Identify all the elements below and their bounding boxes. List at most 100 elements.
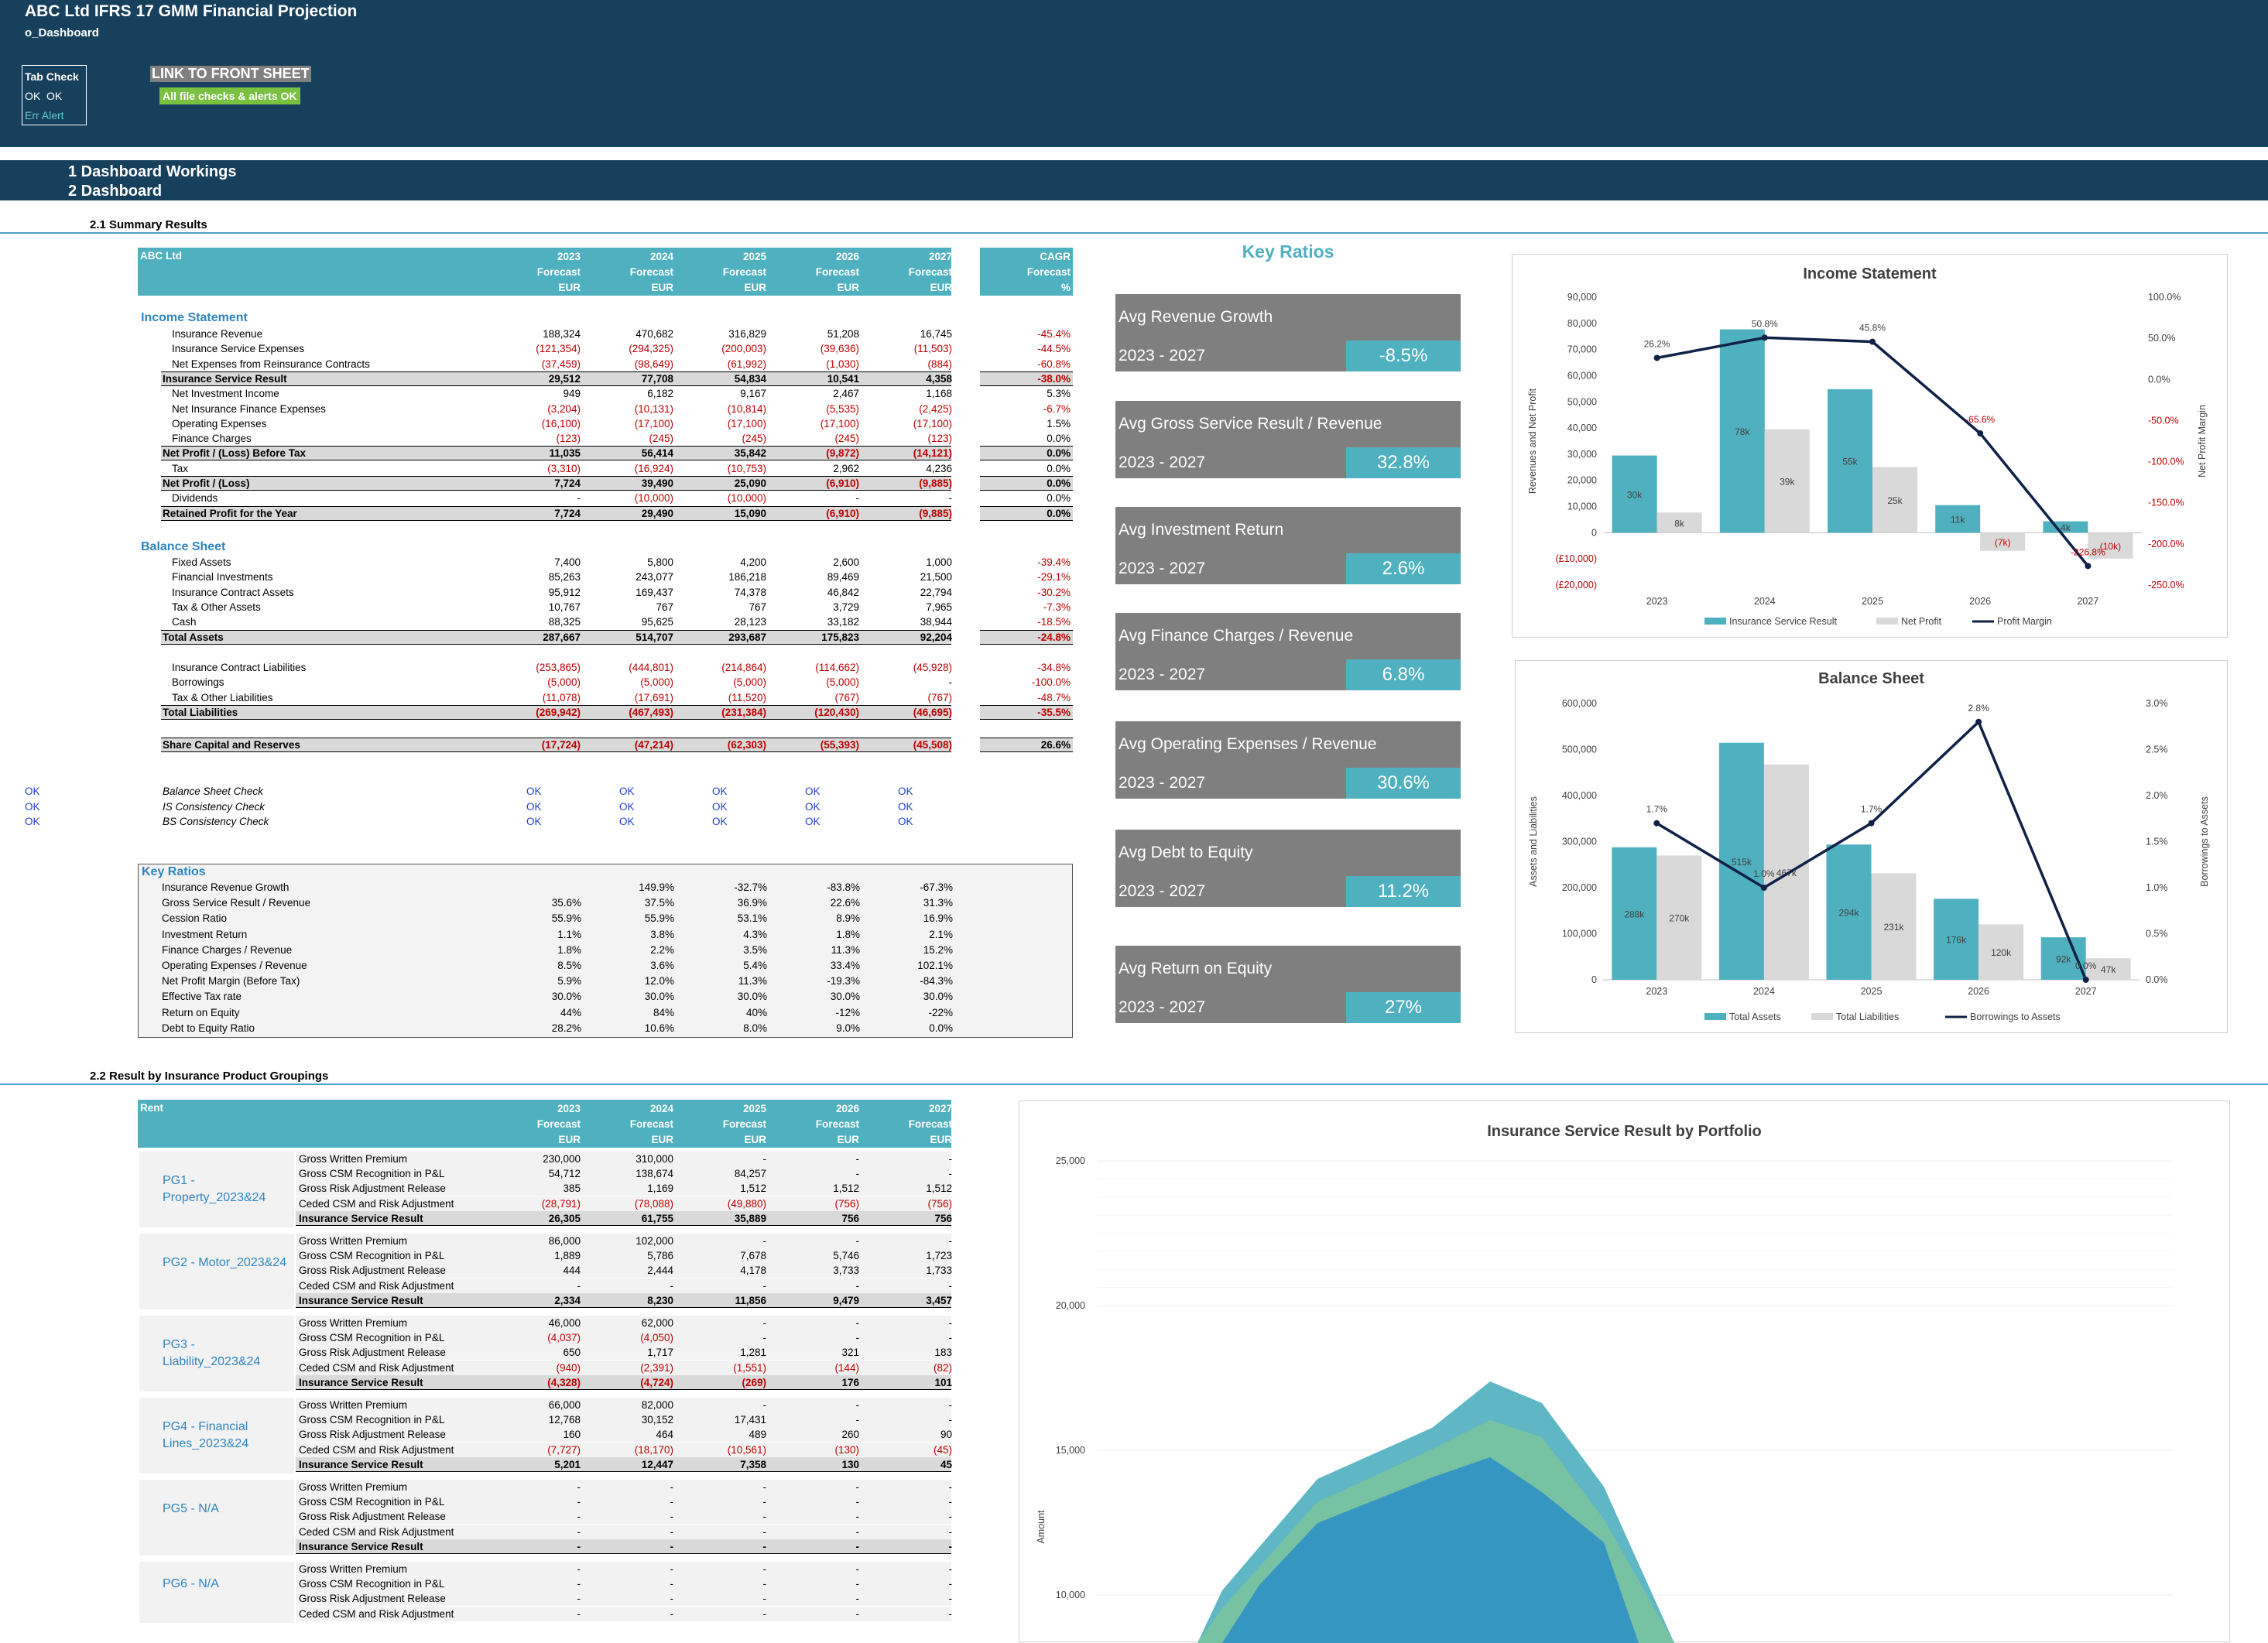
pg-row-value: (130) [834,1443,859,1456]
card-period: 2023 - 2027 [1119,666,1206,683]
check-side-status: OK [25,786,40,797]
card-title: Avg Gross Service Result / Revenue [1119,415,1382,433]
row-label: Tax [172,462,189,474]
pg-row-bg [296,1316,951,1330]
pg-row-value: - [855,1399,860,1411]
year-header: 2027 [928,1103,952,1114]
pg-row-value: - [577,1279,581,1292]
pg-row-value: 160 [563,1429,581,1441]
pg-row-value: (4,037) [547,1332,581,1344]
pg-row-label: Ceded CSM and Risk Adjustment [299,1443,454,1456]
pg-row-value: - [762,1235,767,1247]
bs-row: Tax & Other Assets 10,767 767 767 3,729 7,965… [0,600,1084,614]
row-value: 7,724 [554,477,581,489]
row-value: (46,695) [913,706,952,718]
row-value: (123) [927,433,952,445]
card-period: 2023 - 2027 [1119,774,1206,792]
pg-row-value: 8,230 [647,1294,673,1306]
pg-row-value: - [762,1540,767,1552]
year-header: 2025 [742,1103,766,1114]
x-tick-label: 2024 [1753,986,1775,997]
ratio-value: 30.0% [923,991,953,1003]
row-value: 767 [656,601,673,613]
pg-row-value: - [670,1481,674,1493]
row-value: (17,691) [634,691,673,703]
pg-row-value: 86,000 [548,1235,581,1247]
pg-row-value: - [855,1168,860,1180]
row-value: (214,864) [721,662,766,673]
forecast-header: Forecast [1026,266,1071,278]
pg-row-value: - [670,1525,674,1538]
pg-row: Ceded CSM and Risk Adjustment (28,791) (78… [0,1196,960,1211]
y2-tick-label: 0.0% [2148,374,2170,385]
pg-row-value: - [855,1563,860,1575]
pg-name: PG4 - Financial Lines_2023&24 [163,1420,249,1450]
bar-data-label: 4k [2061,522,2071,533]
pg-row-bg [296,1494,951,1510]
row-value: (10,000) [634,492,673,505]
pg-row-label: Gross Written Premium [299,1563,408,1575]
year-header: 2026 [835,1103,859,1114]
pg-row-value: 7,358 [740,1458,766,1470]
portfolio-area-chart[interactable]: Insurance Service Result by Portfolio 25… [1019,1100,2230,1643]
y-axis-title: Amount [1036,1510,1047,1544]
row-value: (61,992) [727,358,766,370]
check-row: OK BS Consistency Check OK OK OK OK OK [0,814,1006,829]
row-value: (3,310) [547,462,581,474]
line-point [1760,885,1767,891]
legend-swatch [1876,618,1898,625]
check-side-status: OK [25,816,40,827]
row-label: Tax & Other Assets [172,601,261,613]
link-to-front-sheet[interactable]: LINK TO FRONT SHEET [150,66,311,82]
pg-row-value: - [948,1235,953,1247]
pg-row: Gross Written Premium - - - - - [0,1480,960,1494]
pg-row-label: Ceded CSM and Risk Adjustment [299,1197,454,1210]
pg-row: Gross CSM Recognition in P&L 54,712 138,67… [0,1166,960,1181]
income-statement-chart[interactable]: Income Statement 90,000 80,000 70,000 60,00… [1512,254,2228,638]
chart-title: Balance Sheet [1818,670,1924,687]
balance-sheet-chart[interactable]: Balance Sheet 600,000 500,000 400,000 300,0… [1515,660,2228,1033]
pg-row-label: Gross Risk Adjustment Release [299,1429,446,1441]
section-dashboard[interactable]: 2 Dashboard [68,183,163,200]
line-point [1761,334,1768,341]
year-header: 2026 [835,251,859,262]
row-value: 54,834 [734,372,766,385]
card-value: 11.2% [1346,876,1461,907]
pg-row-value: 101 [934,1376,952,1388]
ratio-value: 28.2% [551,1022,581,1034]
ratio-label: Return on Equity [162,1006,240,1018]
bar-data-label: 270k [1669,913,1690,924]
row-value: (55,393) [820,739,859,751]
row-value: (245) [649,433,673,445]
row-value: (1,030) [826,358,859,370]
pg-name: PG2 - Motor_2023&24 [163,1256,287,1269]
pg-row-value: - [762,1593,767,1605]
row-value: (9,885) [919,477,952,489]
y2-tick-label: 1.5% [2146,837,2168,847]
row-value: 514,707 [636,631,673,643]
ratio-label: Finance Charges / Revenue [162,943,293,956]
pg-row-value: (49,880) [727,1197,766,1210]
forecast-header: Forecast [629,266,673,278]
pg-row-value: - [948,1481,953,1493]
row-cagr: 5.3% [1047,388,1071,400]
forecast-header: Forecast [536,266,581,278]
row-value: 9,167 [740,388,766,400]
ratio-value: 3.8% [650,928,674,940]
pg-row-value: 9,479 [833,1294,859,1306]
tab-check-status: OK OK [25,87,84,107]
pg-row-label: Ceded CSM and Risk Adjustment [299,1361,454,1374]
pg-row-value: 11,856 [735,1294,766,1306]
row-cagr: 1.5% [1047,417,1071,430]
bar [1826,844,1872,980]
currency-header: EUR [837,282,859,293]
bar-data-label: 120k [1991,947,2012,958]
check-row: OK IS Consistency Check OK OK OK OK OK [0,799,1006,814]
pg-row: Ceded CSM and Risk Adjustment - - - - - [0,1278,960,1293]
section-dashboard-workings[interactable]: 1 Dashboard Workings [68,163,237,180]
pg-row-value: - [855,1235,860,1247]
ratio-value: -22% [928,1006,953,1018]
ratio-value: 8.5% [557,960,581,971]
pg-row-value: 82,000 [641,1399,673,1411]
bar [1719,329,1765,533]
